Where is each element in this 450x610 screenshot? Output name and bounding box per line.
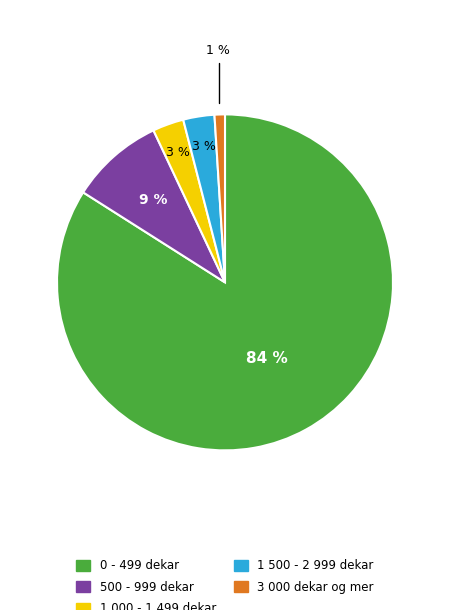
Text: 84 %: 84 % — [246, 351, 288, 367]
Wedge shape — [153, 120, 225, 282]
Wedge shape — [183, 115, 225, 282]
Wedge shape — [57, 115, 393, 450]
Text: 3 %: 3 % — [192, 140, 216, 153]
Text: 1 %: 1 % — [206, 44, 230, 103]
Wedge shape — [215, 115, 225, 282]
Text: 3 %: 3 % — [166, 146, 190, 159]
Legend: 0 - 499 dekar, 500 - 999 dekar, 1 000 - 1 499 dekar, 1 500 - 2 999 dekar, 3 000 : 0 - 499 dekar, 500 - 999 dekar, 1 000 - … — [70, 553, 380, 610]
Wedge shape — [83, 131, 225, 282]
Text: 9 %: 9 % — [139, 193, 167, 207]
